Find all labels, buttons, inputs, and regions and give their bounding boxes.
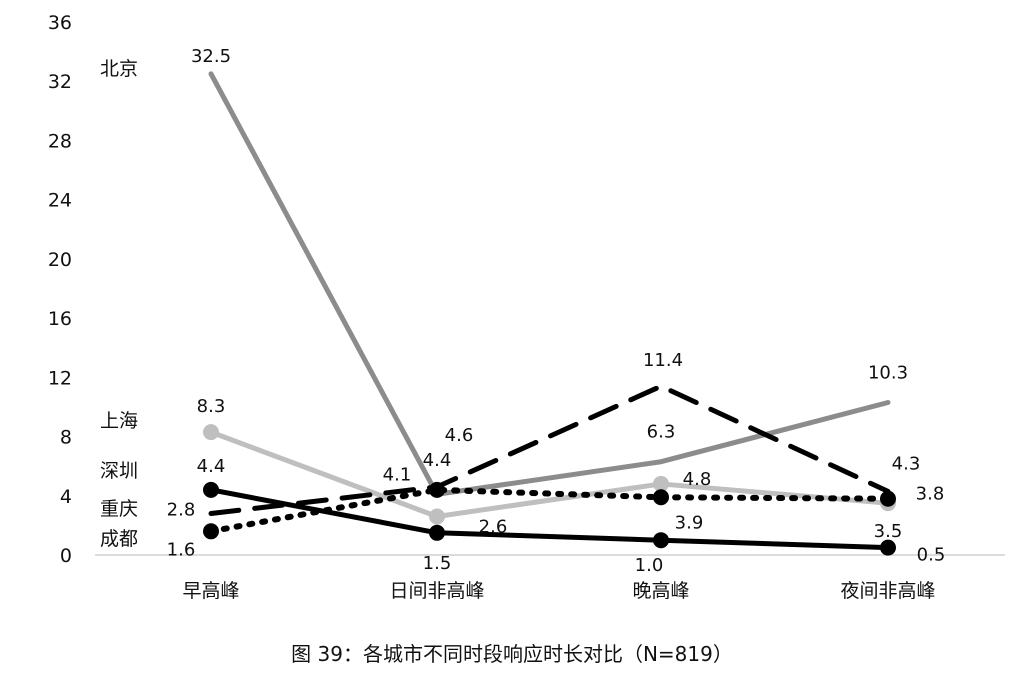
data-label: 4.6 [445,425,474,446]
data-label: 2.8 [167,500,196,521]
x-tick-label: 夜间非高峰 [840,580,935,602]
y-tick-label: 32 [48,71,72,93]
y-tick-label: 4 [60,486,72,508]
data-label: 1.6 [167,539,196,560]
x-tick-label: 日间非高峰 [389,580,484,602]
y-tick-label: 28 [48,130,72,152]
data-point [653,489,669,506]
data-label: 1.5 [423,553,452,574]
chart-caption: 图 39：各城市不同时段响应时长对比（N=819） [291,642,733,666]
data-label: 8.3 [197,396,226,417]
y-tick-label: 20 [48,249,72,271]
x-tick-label: 晚高峰 [632,580,689,602]
data-label: 4.8 [683,469,712,490]
data-point [429,524,445,541]
data-label: 3.5 [874,521,903,542]
data-label: 6.3 [647,422,676,443]
series-lines [208,71,891,551]
y-tick-label: 36 [48,12,72,34]
data-point [429,508,445,525]
data-label: 4.1 [383,464,412,485]
y-tick-label: 0 [60,545,72,567]
x-axis-categories: 早高峰 日间非高峰 晚高峰 夜间非高峰 [182,580,935,602]
series-name-label: 上海 [100,410,138,432]
series-line [208,486,891,535]
data-point [203,523,219,540]
series-line [208,429,891,520]
data-labels: 32.5 4.1 6.3 10.3 8.3 2.6 4.8 3.5 4.4 1.5 1.0 0.5 2.… [167,46,946,576]
data-label: 3.9 [675,512,704,533]
series-markers [203,424,896,556]
data-point [203,481,219,498]
y-tick-label: 12 [48,367,72,389]
data-point [880,539,896,556]
y-tick-label: 16 [48,308,72,330]
data-point [880,490,896,507]
data-label: 2.6 [479,517,508,538]
data-label: 11.4 [643,350,683,371]
data-label: 0.5 [917,545,946,566]
data-label: 32.5 [191,46,231,67]
series-name-label: 重庆 [100,498,138,520]
series-line [208,71,891,497]
data-label: 4.3 [892,453,921,474]
y-axis-ticks: 0 4 8 12 16 20 24 28 32 36 [48,12,72,567]
x-tick-label: 早高峰 [182,580,239,602]
data-label: 4.4 [197,456,226,477]
data-label: 4.4 [423,450,452,471]
series-name-label: 北京 [100,58,138,80]
data-point [203,424,219,441]
series-line [208,383,891,517]
data-label: 10.3 [868,363,908,384]
data-point [429,481,445,498]
data-point [653,532,669,549]
series-name-label: 深圳 [100,460,138,482]
data-label: 3.8 [916,484,945,505]
series-name-label: 成都 [100,528,138,550]
y-tick-label: 8 [60,427,72,449]
y-tick-label: 24 [48,190,72,212]
data-label: 1.0 [635,555,664,576]
data-point [653,475,669,492]
